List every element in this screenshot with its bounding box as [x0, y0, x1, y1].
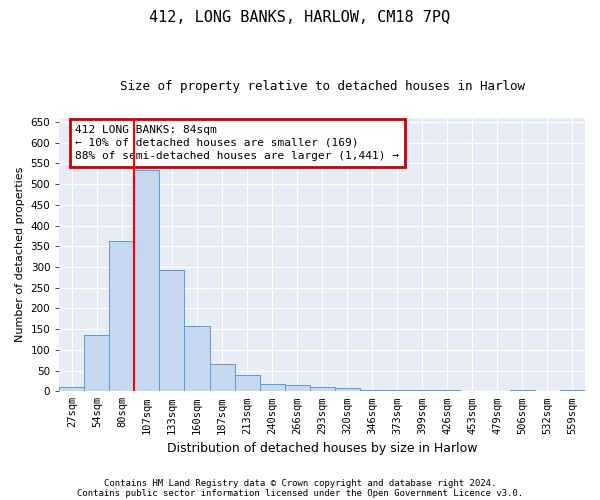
Text: Contains public sector information licensed under the Open Government Licence v3: Contains public sector information licen… [77, 488, 523, 498]
Bar [410, 390, 435, 392]
Bar [310, 387, 335, 392]
Bar [335, 388, 360, 392]
Bar [560, 390, 585, 392]
Bar [360, 390, 385, 392]
Bar [385, 390, 410, 392]
Text: 412 LONG BANKS: 84sqm
← 10% of detached houses are smaller (169)
88% of semi-det: 412 LONG BANKS: 84sqm ← 10% of detached … [75, 124, 399, 161]
Bar [260, 384, 284, 392]
Bar [109, 242, 134, 392]
Bar [435, 390, 460, 392]
Bar [134, 170, 160, 392]
Text: Contains HM Land Registry data © Crown copyright and database right 2024.: Contains HM Land Registry data © Crown c… [104, 478, 496, 488]
X-axis label: Distribution of detached houses by size in Harlow: Distribution of detached houses by size … [167, 442, 478, 455]
Title: Size of property relative to detached houses in Harlow: Size of property relative to detached ho… [119, 80, 524, 93]
Bar [59, 387, 85, 392]
Bar [184, 326, 209, 392]
Bar [235, 374, 260, 392]
Bar [284, 385, 310, 392]
Text: 412, LONG BANKS, HARLOW, CM18 7PQ: 412, LONG BANKS, HARLOW, CM18 7PQ [149, 10, 451, 25]
Y-axis label: Number of detached properties: Number of detached properties [15, 167, 25, 342]
Bar [209, 364, 235, 392]
Bar [160, 270, 184, 392]
Bar [85, 336, 109, 392]
Bar [510, 390, 535, 392]
